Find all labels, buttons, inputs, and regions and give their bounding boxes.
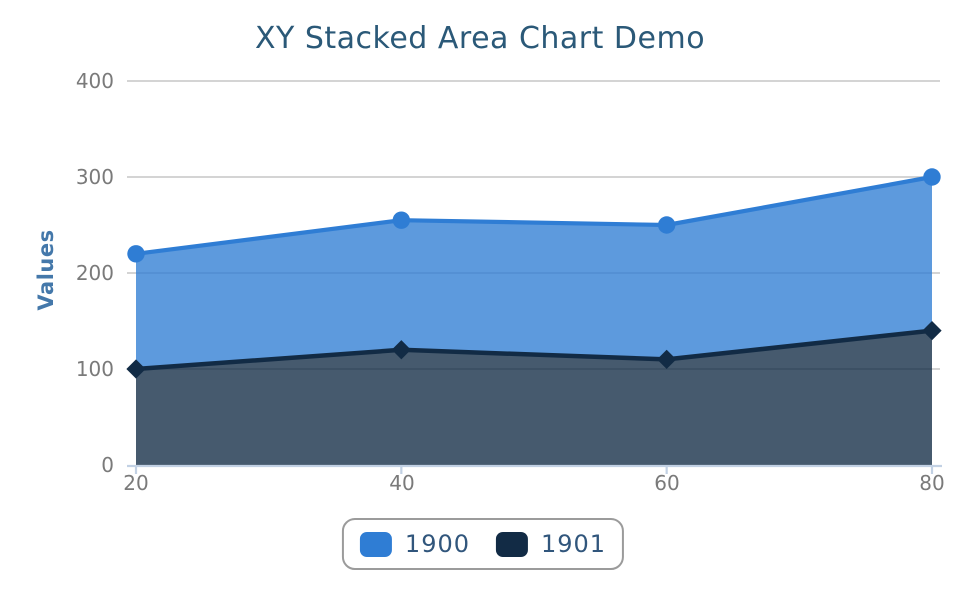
x-tick-label-20: 20 bbox=[123, 471, 149, 495]
y-tick-label-300: 300 bbox=[75, 165, 114, 189]
y-tick-label-100: 100 bbox=[75, 357, 114, 381]
x-tick-label-40: 40 bbox=[389, 471, 415, 495]
legend-item-1901[interactable]: 1901 bbox=[496, 530, 606, 558]
x-tick-label-80: 80 bbox=[919, 471, 945, 495]
data-point-1901[interactable] bbox=[922, 320, 942, 341]
legend-swatch-1900 bbox=[359, 531, 392, 557]
data-point-1901[interactable] bbox=[126, 359, 146, 379]
data-point-1900[interactable] bbox=[127, 245, 145, 263]
data-point-1900[interactable] bbox=[657, 216, 676, 234]
area-1900 bbox=[136, 177, 932, 369]
data-point-1901[interactable] bbox=[657, 349, 677, 370]
legend-item-1900[interactable]: 1900 bbox=[359, 530, 470, 558]
data-point-1900[interactable] bbox=[923, 168, 941, 186]
y-tick-label-400: 400 bbox=[75, 69, 114, 93]
data-point-1901[interactable] bbox=[391, 340, 411, 360]
area-1901 bbox=[136, 330, 932, 465]
x-tick-label-60: 60 bbox=[654, 471, 680, 495]
data-point-1900[interactable] bbox=[392, 211, 411, 229]
legend: 1900 1901 bbox=[341, 518, 625, 570]
y-tick-label-200: 200 bbox=[75, 261, 114, 285]
line-1901 bbox=[135, 328, 933, 372]
y-tick-label-0: 0 bbox=[101, 453, 114, 477]
legend-label-1901: 1901 bbox=[541, 530, 607, 558]
line-1900 bbox=[135, 174, 933, 256]
legend-swatch-1901 bbox=[496, 531, 528, 557]
legend-label-1900: 1900 bbox=[404, 530, 470, 558]
chart-title: XY Stacked Area Chart Demo bbox=[254, 21, 706, 56]
